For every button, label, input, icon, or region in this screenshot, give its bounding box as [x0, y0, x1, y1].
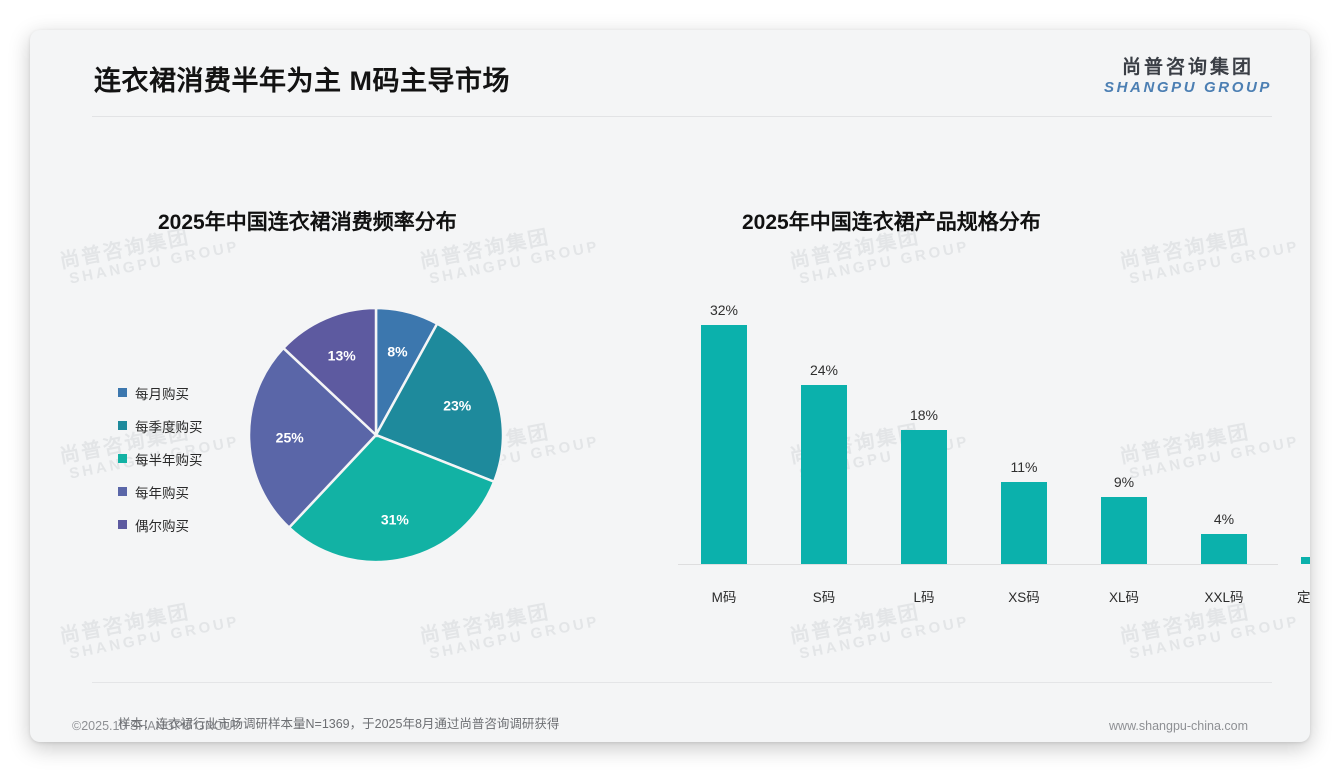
bar-category-label: L码	[913, 590, 935, 605]
bar-rect[interactable]	[1301, 556, 1310, 564]
legend-label: 偶尔购买	[135, 518, 189, 534]
bar-column[interactable]: 9%	[1074, 474, 1174, 564]
pie-slice-value: 23%	[443, 398, 472, 414]
bar-column[interactable]: 32%	[674, 302, 774, 564]
bar-category-label: S码	[812, 590, 836, 605]
pie-chart-panel: 2025年中国连衣裙消费频率分布 每月购买 每季度购买 每半年购买 每年购买 偶尔购买 …	[92, 178, 652, 648]
legend-swatch-icon	[118, 388, 127, 397]
legend-label: 每月购买	[135, 386, 189, 402]
bar-rect[interactable]	[1201, 534, 1247, 564]
bar-value-label: 32%	[709, 301, 739, 318]
legend-swatch-icon	[118, 487, 127, 496]
brand-logo: 尚普咨询集团 SHANGPU GROUP	[1104, 58, 1272, 96]
legend-swatch-icon	[118, 454, 127, 463]
bar-value-label: 1%	[1274, 534, 1310, 550]
header-divider	[92, 116, 1272, 117]
legend-item[interactable]: 偶尔购买	[118, 508, 203, 541]
bar-value-label: 24%	[809, 361, 839, 378]
bar-category-label: XL码	[1108, 590, 1139, 605]
bar-chart-axis	[678, 564, 1278, 565]
bar-category-label: XXL码	[1204, 590, 1244, 605]
legend-item[interactable]: 每年购买	[118, 475, 203, 508]
infographic-card: 尚普咨询集团 SHANGPU GROUP 尚普咨询集团 SHANGPU GROUP 尚普…	[30, 30, 1310, 742]
bar-column[interactable]: 11%	[974, 459, 1074, 564]
legend-label: 每季度购买	[135, 419, 203, 435]
pie-slice-value: 25%	[276, 430, 305, 446]
pie-slice-value: 13%	[328, 348, 357, 364]
bar-column[interactable]: 18%	[874, 407, 974, 564]
pie-legend: 每月购买每季度购买每半年购买每年购买偶尔购买	[118, 376, 203, 541]
bar-rect[interactable]	[1101, 496, 1147, 564]
pie-slice-value: 31%	[381, 511, 410, 527]
bar-value-label: 4%	[1213, 511, 1235, 528]
pie-slice[interactable]	[374, 322, 505, 484]
bar-chart: 32%M码24%S码18%L码11%XS码9%XL码4%XXL码1%定制尺寸1%…	[678, 274, 1310, 605]
bar-rect[interactable]	[901, 429, 947, 564]
page-title: 连衣裙消费半年为主 M码主导市场	[94, 66, 510, 96]
bar-chart-panel: 2025年中国连衣裙产品规格分布 32% M码 24% S码 18% L码 11% XS码 9%…	[678, 178, 1310, 648]
footer-website[interactable]: www.shangpu-china.com	[1109, 719, 1248, 733]
legend-item[interactable]: 每半年购买	[118, 442, 203, 475]
brand-name-en: SHANGPU GROUP	[1104, 78, 1272, 96]
legend-label: 每半年购买	[135, 452, 203, 468]
pie-chart-title: 2025年中国连衣裙消费频率分布	[158, 211, 457, 234]
sample-note: 样本：连衣裙行业市场调研样本量N=1369，于2025年8月通过尚普咨询调研获得	[118, 717, 560, 731]
bar-value-label: 11%	[1010, 458, 1038, 475]
pie-chart: 8% 23% 31% 25% 13%	[247, 306, 505, 564]
pie-slice[interactable]	[247, 346, 378, 530]
brand-name-cn: 尚普咨询集团	[1122, 57, 1255, 78]
legend-swatch-icon	[118, 520, 127, 529]
note-divider	[92, 682, 1272, 683]
bar-chart-title: 2025年中国连衣裙产品规格分布	[742, 211, 1041, 234]
bar-category-label: XS码	[1008, 590, 1040, 605]
bar-column[interactable]: 24%	[774, 362, 874, 564]
bar-rect[interactable]	[701, 324, 747, 564]
bar-category-label: M码	[711, 590, 737, 605]
bar-column[interactable]: 4%	[1174, 511, 1274, 564]
legend-swatch-icon	[118, 421, 127, 430]
card-header: 连衣裙消费半年为主 M码主导市场 尚普咨询集团 SHANGPU GROUP	[30, 30, 1310, 116]
legend-label: 每年购买	[135, 485, 189, 501]
pie-slice-value: 8%	[387, 343, 408, 359]
legend-item[interactable]: 每季度购买	[118, 409, 203, 442]
pie-chart-svg: 8% 23% 31% 25% 13%	[247, 306, 505, 564]
bar-rect[interactable]	[801, 384, 847, 564]
bar-column[interactable]: 1%	[1274, 534, 1310, 564]
pie-slice[interactable]	[281, 306, 378, 438]
bar-value-label: 18%	[909, 406, 939, 423]
bar-value-label: 9%	[1113, 473, 1135, 490]
bar-rect[interactable]	[1001, 481, 1047, 564]
legend-item[interactable]: 每月购买	[118, 376, 203, 409]
pie-slice[interactable]	[287, 433, 496, 564]
bar-category-label: 定制尺寸	[1297, 590, 1310, 605]
footer-copyright: ©2025.10 SHANGPU GROUP	[72, 719, 241, 733]
